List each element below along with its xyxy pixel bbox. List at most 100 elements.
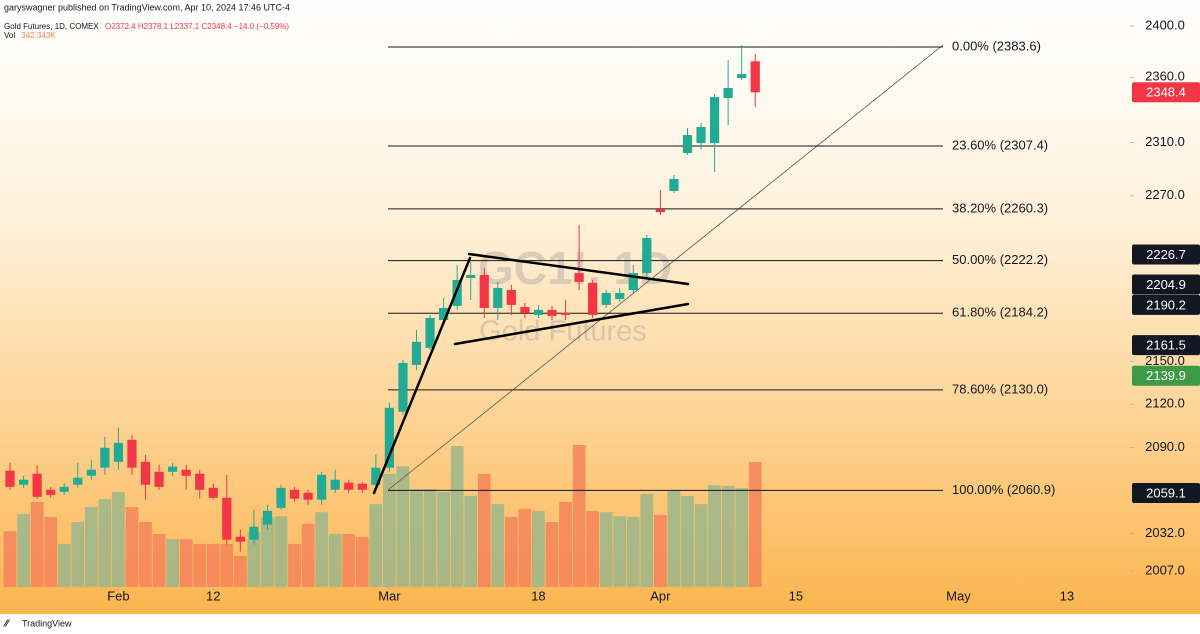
price-marker-label: 2059.1 (1146, 485, 1186, 500)
volume-bar (694, 504, 708, 587)
candle-body (5, 470, 15, 487)
volume-bar (71, 522, 85, 587)
volume-bar (667, 491, 681, 587)
x-tick-label: Mar (378, 588, 401, 603)
x-tick-label: Feb (107, 588, 129, 603)
price-marker (1132, 335, 1200, 356)
volume-bar (504, 516, 518, 587)
price-marker-label: 2139.9 (1146, 368, 1186, 383)
volume-bar (261, 516, 274, 587)
fib-level-label: 50.00% (2222.2) (952, 252, 1048, 267)
volume-bar (654, 515, 667, 587)
candle-body (86, 469, 96, 476)
candle-body (46, 489, 56, 495)
x-tick-label: Apr (650, 588, 671, 603)
price-marker-label: 2190.2 (1146, 297, 1186, 312)
volume-bar (3, 531, 17, 587)
volume-bar (125, 507, 139, 587)
volume-bar (57, 543, 71, 587)
volume-bar (328, 534, 342, 587)
x-tick-label: 15 (789, 588, 803, 603)
price-marker (1132, 483, 1200, 504)
candle-body (398, 362, 408, 412)
fib-layer: 0.00% (2383.6) 23.60% (2307.4) 38.20% (226… (387, 38, 1055, 497)
volume-bar (98, 499, 112, 587)
volume-bar (735, 488, 749, 587)
y-tick-label: 2032.0 (1145, 525, 1185, 540)
candle-body (520, 306, 530, 313)
candle-body (438, 307, 449, 320)
volume-bar (464, 496, 478, 587)
candle-body (276, 487, 286, 508)
volume-bar (84, 507, 98, 587)
volume-bar (708, 485, 721, 587)
drawings (372, 252, 690, 495)
candle-body (181, 469, 191, 476)
volume-bar (301, 523, 315, 587)
volume-bar (355, 536, 369, 587)
candle-body (317, 474, 327, 500)
y-tick-label: 2120.0 (1145, 396, 1185, 411)
candle-body (425, 317, 435, 348)
candle-body (547, 309, 557, 316)
fib-trendline (387, 44, 944, 491)
price-marker (1132, 274, 1200, 295)
candle-body (154, 471, 164, 487)
candle-body (479, 274, 489, 308)
volume-bar (247, 531, 261, 587)
candle-body (696, 127, 706, 144)
volume-bar (532, 511, 545, 587)
candle-body (737, 74, 747, 79)
candle-body (655, 209, 665, 213)
y-tick-label: 2007.0 (1145, 563, 1185, 578)
candle-body (357, 483, 367, 490)
volume-bar (179, 539, 193, 587)
price-marker-label: 2348.4 (1146, 85, 1186, 100)
price-marker-label: 2204.9 (1146, 277, 1186, 292)
volume-bar (572, 445, 586, 587)
fib-level-label: 23.60% (2307.4) (952, 137, 1048, 152)
x-tick-label: 18 (531, 588, 545, 603)
volume-bar (410, 489, 423, 587)
price-marker-label: 2226.7 (1146, 247, 1186, 262)
candle-body (140, 461, 151, 485)
volume-bar (193, 543, 207, 587)
candle-body (371, 467, 381, 485)
volume-bar (450, 446, 464, 587)
volume-layer (3, 445, 762, 587)
trendline (453, 302, 690, 346)
candle-body (249, 526, 259, 540)
volume-bar (423, 489, 437, 587)
volume-bar (369, 504, 383, 587)
volume-bar (315, 512, 329, 587)
y-tick-label: 2270.0 (1145, 187, 1185, 202)
y-tick-label: 2360.0 (1145, 69, 1185, 84)
price-marker (1132, 294, 1200, 315)
candle-body (32, 473, 42, 497)
price-marker-label: 2161.5 (1146, 338, 1186, 353)
candle-body (709, 97, 720, 144)
candle-body (384, 407, 395, 468)
volume-bar (342, 534, 356, 587)
fib-level-label: 38.20% (2260.3) (952, 200, 1048, 215)
candle-body (682, 135, 693, 153)
candle-body (615, 292, 625, 300)
volume-bar (721, 485, 735, 587)
y-tick-label: 2310.0 (1145, 134, 1185, 149)
candle-body (289, 489, 300, 499)
volume-legend-name: Vol (4, 31, 15, 40)
candle-body (100, 447, 110, 468)
volume-bar (30, 501, 44, 587)
volume-bar (491, 504, 505, 587)
volume-legend-value: 342.343K (21, 31, 56, 40)
fib-level-label: 0.00% (2383.6) (952, 38, 1041, 53)
trendline (372, 256, 472, 495)
price-marker (1132, 82, 1200, 103)
footer-brand: TradingView (22, 618, 72, 628)
candle-body (466, 274, 476, 279)
volume-bar (559, 501, 572, 587)
volume-bar (545, 522, 559, 587)
volume-bar (206, 543, 220, 587)
volume-bar (640, 493, 654, 587)
